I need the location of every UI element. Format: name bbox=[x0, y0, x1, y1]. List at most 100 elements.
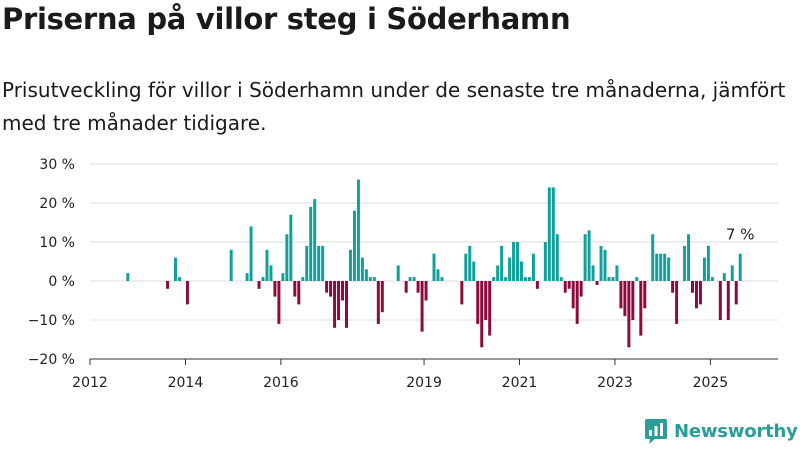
bar bbox=[710, 277, 714, 281]
bar bbox=[293, 281, 297, 297]
bar bbox=[269, 265, 273, 281]
bar bbox=[504, 277, 508, 281]
bar bbox=[174, 257, 177, 281]
bar bbox=[480, 281, 484, 348]
bar bbox=[734, 281, 738, 305]
bar bbox=[273, 281, 277, 297]
y-tick-label: −20 % bbox=[28, 352, 75, 368]
grid-lines bbox=[90, 163, 778, 321]
bar bbox=[245, 273, 249, 281]
bar bbox=[508, 257, 512, 281]
bar bbox=[372, 277, 376, 281]
bar bbox=[527, 277, 531, 281]
bar bbox=[281, 273, 285, 281]
bar bbox=[297, 281, 301, 305]
bar bbox=[325, 281, 329, 293]
bar bbox=[730, 265, 734, 281]
bar bbox=[229, 249, 233, 281]
bars bbox=[126, 179, 742, 348]
last-value-label: 7 % bbox=[726, 226, 755, 244]
bar bbox=[476, 281, 480, 324]
bar bbox=[587, 230, 591, 281]
bar bbox=[412, 277, 416, 281]
x-tick-label: 2019 bbox=[406, 375, 442, 391]
bar bbox=[496, 265, 500, 281]
bar bbox=[333, 281, 337, 328]
bar bbox=[671, 281, 675, 293]
bar bbox=[543, 242, 547, 281]
bar bbox=[738, 253, 742, 281]
bar bbox=[376, 281, 380, 324]
bar bbox=[345, 281, 348, 328]
newsworthy-logo-text: Newsworthy bbox=[674, 421, 798, 442]
bar bbox=[531, 253, 535, 281]
bar bbox=[516, 242, 520, 281]
bar bbox=[404, 281, 408, 293]
bar bbox=[718, 281, 722, 320]
bar bbox=[551, 187, 555, 281]
bar bbox=[261, 277, 265, 281]
bar bbox=[683, 245, 687, 281]
bar bbox=[726, 281, 730, 320]
bar bbox=[611, 277, 615, 281]
bar bbox=[567, 281, 571, 289]
bar bbox=[305, 245, 309, 281]
bar bbox=[687, 234, 691, 281]
bar bbox=[639, 281, 643, 336]
bar bbox=[563, 281, 567, 293]
bar bbox=[257, 281, 261, 289]
bar bbox=[436, 269, 440, 281]
bar bbox=[472, 261, 476, 281]
bar bbox=[313, 199, 317, 281]
x-tick-label: 2023 bbox=[597, 375, 633, 391]
bar bbox=[627, 281, 631, 348]
bar bbox=[396, 265, 400, 281]
bar bbox=[341, 281, 345, 301]
bar bbox=[619, 281, 623, 309]
bar bbox=[575, 281, 579, 324]
bar bbox=[360, 257, 364, 281]
y-tick-label: −10 % bbox=[28, 313, 75, 329]
bar bbox=[289, 214, 293, 281]
bar bbox=[348, 249, 352, 281]
bar bbox=[655, 253, 659, 281]
y-tick-label: 0 % bbox=[48, 274, 75, 290]
bar bbox=[368, 277, 372, 281]
bar bbox=[500, 245, 504, 281]
bar bbox=[309, 206, 313, 281]
bar bbox=[555, 234, 559, 281]
bar bbox=[352, 210, 356, 281]
bar bbox=[615, 265, 619, 281]
chart-title: Priserna på villor steg i Söderhamn bbox=[2, 2, 571, 36]
bar bbox=[559, 277, 563, 281]
bar bbox=[595, 281, 599, 285]
bar bbox=[321, 245, 325, 281]
bar bbox=[675, 281, 679, 324]
bar bbox=[265, 249, 269, 281]
bar bbox=[635, 277, 639, 281]
bar bbox=[380, 281, 384, 313]
bar bbox=[285, 234, 289, 281]
bar bbox=[607, 277, 611, 281]
bar bbox=[599, 245, 603, 281]
bar bbox=[356, 179, 360, 281]
bar bbox=[663, 253, 667, 281]
bar bbox=[520, 261, 523, 281]
bar bbox=[177, 277, 181, 281]
bar bbox=[706, 245, 710, 281]
bar bbox=[512, 242, 516, 281]
bar bbox=[464, 253, 468, 281]
bar bbox=[249, 226, 253, 281]
newsworthy-logo-icon bbox=[645, 419, 667, 444]
bar bbox=[702, 257, 706, 281]
bar bbox=[523, 277, 527, 281]
bar bbox=[420, 281, 424, 332]
y-axis-ticks: 30 % 20 % 10 % 0 % −10 % −20 % bbox=[28, 157, 75, 368]
bar bbox=[166, 281, 170, 289]
bar bbox=[364, 269, 368, 281]
bar bbox=[698, 281, 702, 305]
x-tick-label: 2021 bbox=[502, 375, 538, 391]
bar bbox=[667, 257, 671, 281]
bar bbox=[277, 281, 281, 324]
